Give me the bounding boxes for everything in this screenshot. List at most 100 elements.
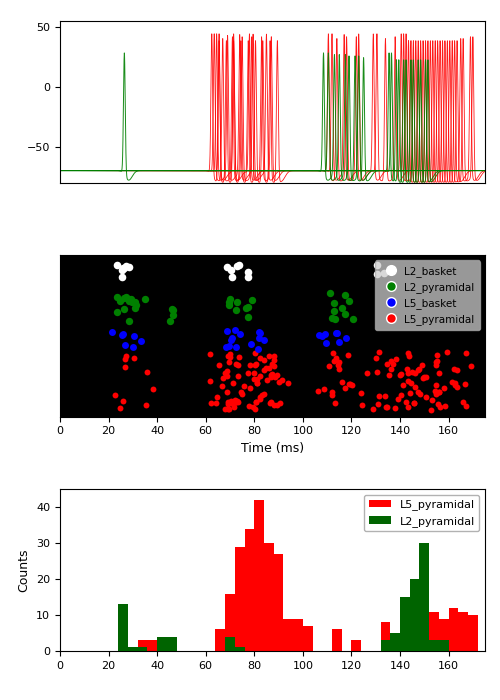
Point <box>169 304 177 315</box>
Point <box>330 305 338 316</box>
Point <box>275 376 283 387</box>
Point <box>349 313 357 324</box>
Bar <box>303 626 312 651</box>
Point <box>130 302 138 314</box>
Point <box>213 391 221 402</box>
Point <box>392 354 400 365</box>
Point <box>344 295 352 306</box>
Point <box>436 368 444 379</box>
Point <box>122 292 130 303</box>
Point <box>118 271 126 282</box>
Point <box>119 395 127 406</box>
Point <box>120 262 128 274</box>
Point <box>112 307 120 318</box>
Point <box>270 351 278 362</box>
Point <box>130 330 138 342</box>
Point <box>435 386 443 398</box>
Point <box>404 402 412 413</box>
Point <box>246 359 254 370</box>
Point <box>385 370 393 381</box>
Bar <box>400 622 409 651</box>
Point <box>223 370 231 382</box>
Point <box>252 397 260 408</box>
Point <box>121 340 129 351</box>
Point <box>452 382 460 393</box>
Point <box>256 393 264 404</box>
Point <box>224 297 232 308</box>
Point <box>116 402 124 413</box>
Point <box>440 382 448 393</box>
Point <box>263 374 271 386</box>
Point <box>168 303 176 314</box>
Point <box>341 290 349 301</box>
Point <box>248 295 256 306</box>
Point <box>451 379 459 391</box>
Point <box>328 312 336 323</box>
X-axis label: Time (ms): Time (ms) <box>241 442 304 455</box>
Point <box>266 397 274 408</box>
Point <box>396 369 404 380</box>
Point <box>255 332 263 344</box>
Point <box>405 350 413 361</box>
Point <box>336 336 344 347</box>
Point <box>268 358 276 370</box>
Point <box>344 349 352 360</box>
Point <box>250 402 258 413</box>
Bar <box>429 640 439 651</box>
Point <box>418 373 426 384</box>
Point <box>251 348 259 359</box>
Point <box>391 402 399 414</box>
Point <box>228 332 235 343</box>
Point <box>224 351 232 362</box>
Point <box>389 358 397 370</box>
Bar <box>284 619 293 651</box>
Bar <box>128 648 138 651</box>
Point <box>248 338 256 349</box>
Point <box>237 386 245 398</box>
Point <box>258 389 266 400</box>
Point <box>268 368 276 379</box>
Point <box>250 368 258 379</box>
Point <box>234 396 242 407</box>
Point <box>252 397 260 408</box>
Point <box>244 312 252 323</box>
Point <box>142 399 150 410</box>
Point <box>232 396 239 407</box>
Bar <box>157 640 167 651</box>
Point <box>414 386 422 398</box>
Legend: L2_basket, L2_pyramidal, L5_basket, L5_pyramidal: L2_basket, L2_pyramidal, L5_basket, L5_p… <box>375 260 480 330</box>
Point <box>232 395 239 406</box>
Point <box>244 301 252 312</box>
Point <box>344 378 352 389</box>
Point <box>218 380 226 391</box>
Point <box>118 330 126 341</box>
Point <box>234 297 241 308</box>
Point <box>448 376 456 387</box>
Bar <box>274 554 283 651</box>
Point <box>222 365 230 377</box>
Point <box>450 364 458 375</box>
Point <box>260 355 268 366</box>
Point <box>346 378 354 389</box>
Point <box>244 368 252 379</box>
Point <box>256 352 264 363</box>
Point <box>369 403 377 414</box>
Point <box>254 343 262 354</box>
Point <box>396 369 404 380</box>
Bar <box>429 612 439 651</box>
Point <box>462 347 469 358</box>
Point <box>223 326 231 337</box>
Point <box>422 372 430 383</box>
Bar <box>439 619 448 651</box>
Point <box>218 372 226 384</box>
Point <box>434 349 442 360</box>
Point <box>246 382 254 393</box>
Point <box>228 264 235 275</box>
Bar <box>138 640 147 651</box>
Point <box>462 400 470 412</box>
Point <box>125 262 133 273</box>
Point <box>233 260 241 272</box>
Point <box>272 372 280 383</box>
Point <box>270 355 278 366</box>
Point <box>410 382 418 393</box>
